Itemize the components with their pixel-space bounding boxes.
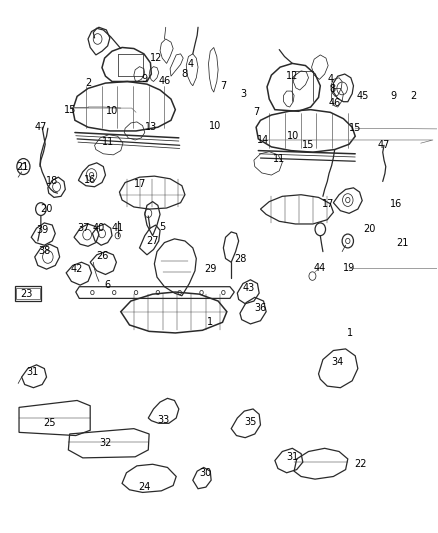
Text: 20: 20: [40, 204, 53, 214]
Text: 7: 7: [253, 107, 259, 117]
Text: 4: 4: [187, 60, 194, 69]
Text: 44: 44: [313, 263, 325, 272]
Text: 37: 37: [78, 223, 90, 233]
Text: 2: 2: [410, 91, 417, 101]
Text: 3: 3: [240, 88, 246, 99]
Text: 28: 28: [234, 254, 246, 263]
Text: 11: 11: [273, 154, 286, 164]
Text: 36: 36: [254, 303, 267, 313]
Text: 18: 18: [46, 176, 58, 187]
Bar: [14, 286, 41, 301]
Text: 42: 42: [71, 264, 83, 274]
Text: 21: 21: [396, 238, 409, 247]
Text: 31: 31: [286, 452, 298, 462]
Text: 15: 15: [64, 104, 77, 115]
Text: 38: 38: [38, 246, 50, 255]
Text: 21: 21: [16, 161, 29, 172]
Text: 8: 8: [181, 69, 187, 79]
Text: 26: 26: [96, 251, 109, 261]
Text: 47: 47: [35, 122, 47, 132]
Text: 41: 41: [112, 223, 124, 233]
Text: 2: 2: [85, 78, 91, 88]
Text: 1: 1: [207, 317, 213, 327]
Text: 12: 12: [149, 53, 162, 63]
Text: 27: 27: [146, 236, 159, 246]
Text: 14: 14: [257, 135, 269, 145]
Text: 16: 16: [390, 199, 402, 209]
Text: 8: 8: [329, 84, 336, 94]
Text: 15: 15: [349, 123, 361, 133]
Text: 13: 13: [145, 122, 157, 132]
Text: 33: 33: [157, 415, 169, 425]
Text: 7: 7: [220, 81, 226, 91]
Text: 40: 40: [93, 223, 105, 233]
Text: 30: 30: [199, 468, 211, 478]
Text: 10: 10: [208, 120, 221, 131]
Text: 35: 35: [244, 417, 257, 427]
Text: 15: 15: [302, 140, 314, 150]
Text: 9: 9: [142, 75, 148, 84]
Text: 19: 19: [343, 263, 355, 272]
Text: 16: 16: [84, 175, 96, 185]
Text: 4: 4: [327, 75, 333, 84]
Text: 5: 5: [159, 222, 166, 232]
Text: 43: 43: [243, 283, 255, 293]
Text: 34: 34: [332, 357, 344, 367]
Text: 46: 46: [158, 77, 170, 86]
Text: 6: 6: [105, 280, 111, 290]
Text: 45: 45: [357, 91, 369, 101]
Text: 47: 47: [378, 140, 390, 150]
Text: 32: 32: [99, 438, 112, 448]
Text: 31: 31: [26, 367, 38, 377]
Text: 29: 29: [204, 264, 216, 274]
Text: 25: 25: [43, 418, 56, 429]
Text: 39: 39: [36, 225, 48, 236]
Text: 46: 46: [328, 98, 341, 108]
Text: 10: 10: [287, 131, 299, 141]
Text: 24: 24: [138, 482, 151, 492]
Text: 22: 22: [355, 459, 367, 469]
Text: 17: 17: [322, 199, 334, 209]
Text: 11: 11: [102, 136, 114, 147]
Text: 12: 12: [286, 71, 299, 81]
Text: 1: 1: [347, 328, 353, 338]
Text: 10: 10: [106, 106, 118, 116]
Text: 17: 17: [134, 179, 147, 189]
Text: 23: 23: [20, 289, 32, 299]
Bar: [16, 288, 39, 300]
Text: 20: 20: [364, 224, 376, 235]
Text: 9: 9: [391, 91, 397, 101]
